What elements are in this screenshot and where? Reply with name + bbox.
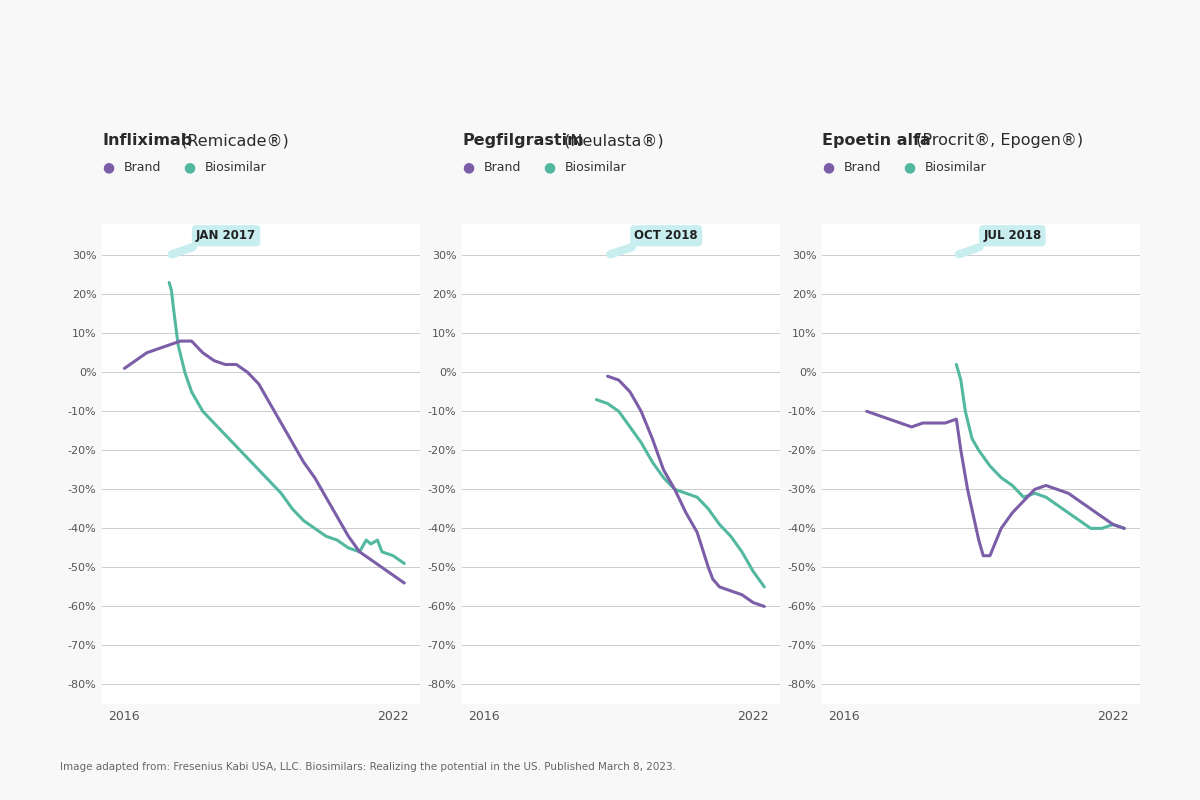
Text: ●: ● <box>184 160 196 174</box>
Text: (Neulasta®): (Neulasta®) <box>559 133 664 148</box>
Text: ●: ● <box>904 160 916 174</box>
Text: Brand: Brand <box>484 162 521 174</box>
Text: JUL 2018: JUL 2018 <box>959 230 1042 254</box>
Text: Brand: Brand <box>124 162 161 174</box>
Text: JAN 2017: JAN 2017 <box>172 230 256 254</box>
Text: Biosimilar: Biosimilar <box>205 162 266 174</box>
Text: Infliximab: Infliximab <box>102 133 192 148</box>
Text: ●: ● <box>102 160 114 174</box>
Text: (Remicade®): (Remicade®) <box>176 133 289 148</box>
Text: Epoetin alfa: Epoetin alfa <box>822 133 931 148</box>
Text: ●: ● <box>462 160 474 174</box>
Text: Biosimilar: Biosimilar <box>565 162 626 174</box>
Text: ●: ● <box>822 160 834 174</box>
Text: OCT 2018: OCT 2018 <box>610 230 698 254</box>
Text: Biosimilar: Biosimilar <box>925 162 986 174</box>
Text: (Procrit®, Epogen®): (Procrit®, Epogen®) <box>911 133 1084 148</box>
Text: Pegfilgrastim: Pegfilgrastim <box>462 133 583 148</box>
Text: Image adapted from: Fresenius Kabi USA, LLC. Biosimilars: Realizing the potentia: Image adapted from: Fresenius Kabi USA, … <box>60 762 676 772</box>
Text: Brand: Brand <box>844 162 881 174</box>
Text: ●: ● <box>544 160 556 174</box>
